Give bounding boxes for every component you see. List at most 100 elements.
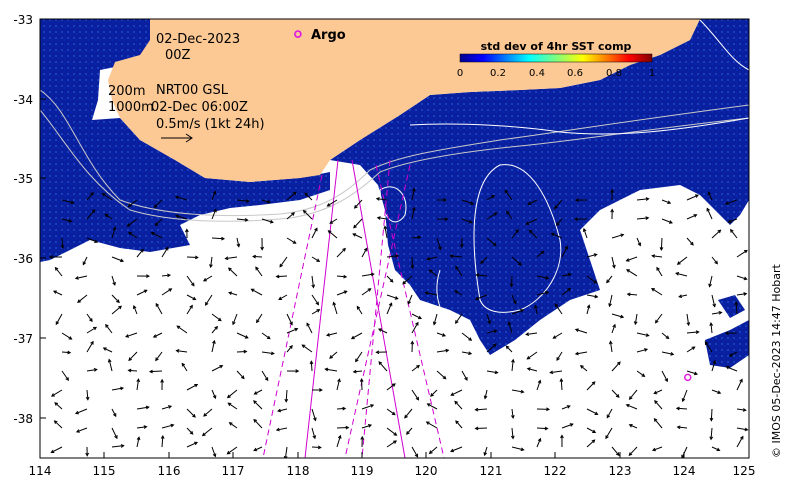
current-vector: [661, 199, 672, 205]
current-vector: [628, 424, 638, 429]
current-vector: [676, 425, 688, 430]
current-vector: [136, 425, 148, 429]
current-vector: [253, 418, 263, 429]
current-vector: [654, 313, 663, 324]
current-vector: [386, 440, 397, 448]
current-vector: [475, 273, 488, 278]
current-vector: [184, 228, 189, 239]
current-vector: [736, 378, 743, 391]
current-vector: [686, 370, 698, 376]
current-vector: [506, 210, 513, 220]
current-vector: [586, 275, 598, 284]
current-vector: [236, 199, 250, 203]
current-vector: [53, 420, 63, 429]
current-vector: [154, 218, 163, 227]
current-vector: [52, 290, 63, 296]
current-vector: [126, 218, 138, 227]
current-vector: [425, 421, 438, 429]
current-vector: [736, 427, 749, 432]
current-vector: [611, 256, 616, 269]
current-vector: [436, 348, 450, 353]
x-tick-label: 123: [609, 464, 632, 478]
product-label: NRT00 GSL: [156, 83, 229, 98]
current-vector: [186, 441, 199, 448]
current-vector: [378, 328, 388, 334]
current-vector: [386, 383, 396, 391]
current-vector: [161, 288, 173, 296]
current-vector: [111, 386, 125, 391]
current-vector: [174, 214, 188, 220]
current-vector: [436, 370, 447, 380]
current-vector: [586, 253, 598, 258]
current-vector: [152, 332, 163, 338]
argo-legend-label: Argo: [311, 28, 346, 43]
current-vector: [686, 214, 698, 220]
current-vector: [525, 218, 538, 225]
current-vector: [561, 287, 572, 296]
colorbar-tick: 0.6: [567, 68, 583, 79]
current-vector: [686, 237, 694, 246]
current-vector: [386, 302, 393, 315]
current-vector: [411, 187, 416, 201]
current-vector: [454, 400, 463, 410]
current-vector: [402, 275, 413, 285]
current-vector: [428, 269, 438, 277]
current-vector: [352, 369, 363, 374]
current-vector: [411, 389, 420, 401]
current-vector: [127, 199, 138, 208]
current-vector: [211, 190, 217, 201]
current-vector: [161, 246, 169, 258]
current-vector: [636, 216, 650, 220]
current-vector: [161, 405, 173, 410]
current-vector: [286, 313, 293, 326]
current-vector: [410, 340, 415, 353]
current-vector: [559, 377, 564, 391]
current-vector: [628, 389, 638, 400]
current-vector: [509, 275, 514, 288]
current-vector: [730, 228, 738, 239]
current-vector: [104, 213, 113, 220]
current-vector: [659, 237, 664, 251]
current-vector: [653, 389, 663, 395]
current-vector: [586, 381, 596, 391]
depth-label-200: 200m: [108, 84, 145, 99]
current-vector: [430, 389, 438, 397]
current-vector: [160, 378, 164, 391]
current-vector: [586, 439, 596, 448]
current-vector: [552, 332, 563, 339]
current-vector: [486, 329, 498, 334]
current-vector: [606, 275, 613, 284]
sst-coverage-patch-se: [705, 320, 749, 368]
x-tick-label: 116: [158, 464, 181, 478]
sst-coverage-west: [40, 19, 330, 262]
current-vector: [407, 294, 413, 305]
current-vector: [111, 305, 122, 315]
current-vector: [211, 325, 218, 334]
current-vector: [186, 427, 194, 435]
current-vector: [286, 212, 295, 220]
current-vector: [610, 188, 615, 201]
current-vector: [504, 189, 513, 201]
current-vector: [61, 199, 75, 205]
current-vector: [361, 404, 375, 410]
colorbar-tick: 0.4: [529, 68, 545, 79]
current-vector: [486, 237, 497, 247]
current-vector: [277, 408, 288, 413]
current-vector: [676, 256, 688, 265]
current-vector: [332, 301, 338, 315]
current-vector: [236, 237, 241, 248]
current-vector: [636, 370, 646, 377]
current-vector: [450, 446, 463, 453]
y-tick-label: -37: [13, 332, 33, 346]
colorbar-tick: 0.8: [606, 68, 622, 79]
plot-area: [40, 19, 749, 458]
current-vector: [560, 434, 564, 448]
current-vector: [709, 427, 714, 441]
current-vector: [536, 250, 545, 258]
y-tick-marks: [40, 18, 46, 419]
current-vector: [61, 218, 73, 223]
current-vector: [201, 427, 213, 437]
current-vector: [724, 331, 738, 336]
current-vector: [709, 408, 714, 422]
current-vector: [311, 294, 320, 306]
